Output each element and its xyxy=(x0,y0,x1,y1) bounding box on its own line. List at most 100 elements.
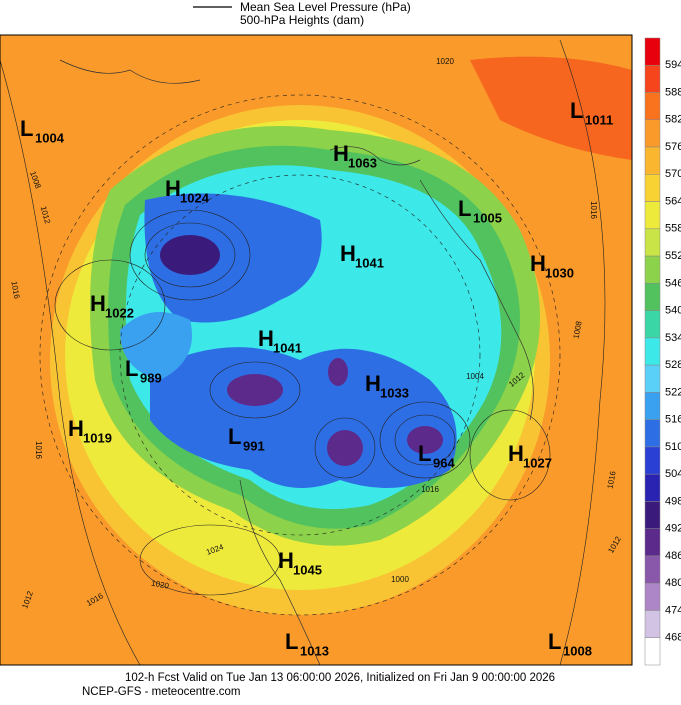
colorbar-label: 504 xyxy=(665,468,681,480)
contour-label: 1016 xyxy=(9,280,21,300)
colorbar-band xyxy=(644,555,661,584)
colorbar-band xyxy=(644,228,661,257)
center-value: 1011 xyxy=(585,112,613,127)
contour-label: 1016 xyxy=(421,485,439,494)
colorbar-band xyxy=(644,37,661,66)
colorbar-label: 540 xyxy=(665,305,681,317)
colorbar-band xyxy=(644,364,661,393)
colorbar-label: 582 xyxy=(665,114,681,126)
colorbar-label: 468 xyxy=(665,632,681,644)
legend-heights: 500-hPa Heights (dam) xyxy=(240,13,364,27)
colorbar-label: 498 xyxy=(665,495,681,507)
colorbar-band xyxy=(644,310,661,339)
colorbar-label: 552 xyxy=(665,250,681,262)
trough xyxy=(150,347,457,488)
center-value: 1019 xyxy=(83,430,112,445)
colorbar-label: 588 xyxy=(665,86,681,98)
colorbar-band xyxy=(644,337,661,366)
center-letter: L xyxy=(20,116,33,141)
center-letter: L xyxy=(285,629,298,654)
center-letter: L xyxy=(458,196,471,221)
center-letter: L xyxy=(418,441,431,466)
legend-mslp: Mean Sea Level Pressure (hPa) xyxy=(240,0,411,14)
center-letter: H xyxy=(278,548,294,573)
colorbar-label: 570 xyxy=(665,168,681,180)
contour-label: 1016 xyxy=(589,201,598,219)
colorbar-band xyxy=(644,446,661,475)
contour-label: 1008 xyxy=(572,320,584,340)
colorbar-band xyxy=(644,283,661,311)
center-letter: L xyxy=(125,356,138,381)
center-value: 1024 xyxy=(180,190,210,205)
colorbar-label: 564 xyxy=(665,195,681,207)
colorbar-band xyxy=(644,501,661,529)
warm-region xyxy=(470,56,632,160)
colorbar-label: 558 xyxy=(665,223,681,235)
center-letter: H xyxy=(340,241,356,266)
colorbar-label: 546 xyxy=(665,277,681,289)
contours xyxy=(0,39,606,665)
center-value: 1063 xyxy=(348,155,377,170)
center-value: 1022 xyxy=(105,305,134,320)
contour-label: 1020 xyxy=(436,57,454,66)
center-value: 1033 xyxy=(380,385,409,400)
colorbar-band xyxy=(644,610,661,638)
footer-valid: 102-h Fcst Valid on Tue Jan 13 06:00:00 … xyxy=(125,672,555,684)
center-letter: H xyxy=(530,251,546,276)
colorbar-band xyxy=(644,528,661,557)
trough xyxy=(144,193,322,323)
center-letter: H xyxy=(68,416,84,441)
center-value: 964 xyxy=(433,455,455,470)
low-core xyxy=(328,358,348,386)
center-value: 1030 xyxy=(545,265,574,280)
colorbar-label: 480 xyxy=(665,577,681,589)
center-value: 1004 xyxy=(35,130,65,145)
colorbar-label: 492 xyxy=(665,523,681,535)
center-letter: H xyxy=(165,176,181,201)
center-value: 1013 xyxy=(300,643,329,658)
colorbar-band xyxy=(644,146,661,175)
center-letter: L xyxy=(570,98,583,123)
low-core xyxy=(227,374,283,406)
center-letter: L xyxy=(228,424,241,449)
map xyxy=(0,34,633,666)
colorbar-label: 534 xyxy=(665,332,681,344)
center-value: 991 xyxy=(243,438,265,453)
colorbar-band xyxy=(644,174,661,202)
colorbar-band xyxy=(644,392,661,420)
center-letter: H xyxy=(365,371,381,396)
colorbar-label: 474 xyxy=(665,604,681,616)
contour-label: 1000 xyxy=(391,575,409,584)
center-letter: H xyxy=(90,291,106,316)
colorbar: 594 588 582 576 570 564 558 552 546 540 534 528 522 5… xyxy=(644,37,681,666)
center-letter: H xyxy=(333,141,349,166)
colorbar-band xyxy=(644,582,661,611)
contour-label: 1004 xyxy=(466,372,484,381)
footer-source: NCEP-GFS - meteocentre.com xyxy=(82,686,240,698)
colorbar-label: 486 xyxy=(665,550,681,562)
colorbar-label: 516 xyxy=(665,414,681,426)
contour-label: 1016 xyxy=(34,441,43,459)
center-value: 1041 xyxy=(273,340,302,355)
low-core xyxy=(327,430,363,466)
colorbar-band xyxy=(644,419,661,448)
low-core xyxy=(407,426,443,454)
center-letter: L xyxy=(548,629,561,654)
colorbar-band xyxy=(644,201,661,230)
colorbar-label: 576 xyxy=(665,141,681,153)
center-value: 989 xyxy=(140,370,162,385)
coastlines xyxy=(59,59,534,665)
center-letter: H xyxy=(258,326,274,351)
center-value: 1045 xyxy=(293,562,322,577)
colorbar-label: 510 xyxy=(665,441,681,453)
map-frame xyxy=(0,34,633,666)
center-letter: H xyxy=(508,441,524,466)
colorbar-label: 528 xyxy=(665,359,681,371)
colorbar-band xyxy=(644,473,661,502)
colorbar-band xyxy=(644,637,661,666)
contour-label: 1016 xyxy=(606,470,618,490)
low-core xyxy=(160,235,220,275)
colorbar-band xyxy=(644,65,661,93)
colorbar-label: 522 xyxy=(665,386,681,398)
